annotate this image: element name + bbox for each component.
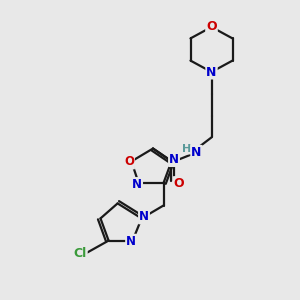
Text: O: O: [206, 20, 217, 34]
Text: H: H: [182, 143, 191, 154]
Text: O: O: [174, 177, 184, 190]
Text: Cl: Cl: [74, 247, 87, 260]
Text: N: N: [169, 153, 179, 166]
Text: N: N: [139, 210, 149, 224]
Text: N: N: [126, 235, 136, 248]
Text: N: N: [191, 146, 202, 159]
Text: O: O: [124, 155, 134, 169]
Text: N: N: [132, 178, 142, 191]
Text: N: N: [206, 65, 217, 79]
